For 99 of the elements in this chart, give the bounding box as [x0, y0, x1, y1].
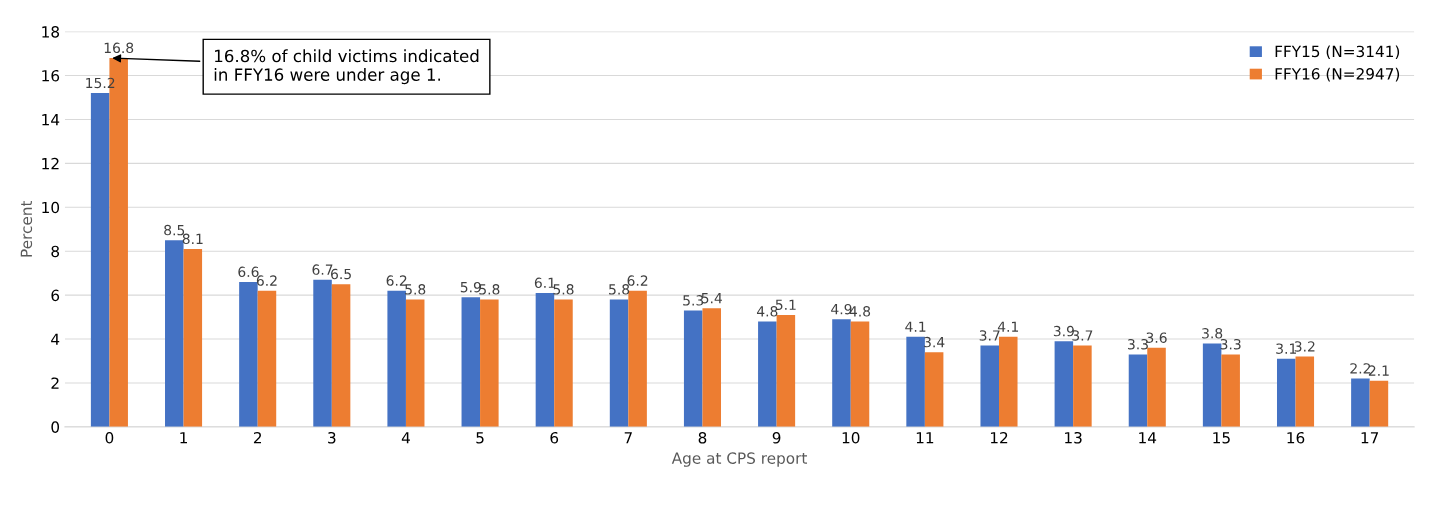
x-tick-label: 10 — [842, 432, 860, 444]
x-tick-label: 0 — [105, 432, 114, 444]
bar — [313, 279, 332, 427]
x-tick-label: 15 — [1213, 432, 1230, 444]
x-tick-label: 6 — [550, 432, 559, 444]
bar — [331, 284, 351, 427]
x-tick-label: 16 — [1287, 432, 1305, 444]
data-label: 6.2 — [386, 275, 407, 286]
data-label: 3.3 — [1128, 339, 1148, 350]
data-label: 8.5 — [164, 224, 185, 236]
x-tick-label: 2 — [253, 432, 262, 444]
data-label: 5.1 — [775, 299, 796, 310]
x-tick-label: 9 — [772, 432, 781, 444]
bar — [1202, 343, 1222, 427]
bar — [980, 345, 999, 427]
x-tick-label: 12 — [990, 432, 1008, 444]
y-tick-label: 2 — [51, 377, 59, 389]
annotation: 16.8% of child victims indicated in FFY16 were under age 1. — [214, 49, 479, 85]
legend-label: FFY16 (N=2947) — [1275, 67, 1400, 82]
data-label: 3.1 — [1276, 343, 1297, 354]
data-label: 3.9 — [1053, 325, 1074, 337]
x-axis-title: Age at CPS report — [671, 452, 808, 467]
x-tick-label: 1 — [180, 432, 187, 444]
y-tick-label: 16 — [42, 70, 60, 82]
bar — [1295, 356, 1315, 427]
y-tick-label: 8 — [51, 245, 60, 258]
data-label: 3.8 — [1202, 328, 1223, 339]
bar — [832, 319, 851, 427]
y-tick-label: 10 — [42, 201, 60, 214]
data-label: 2.1 — [1368, 365, 1389, 376]
data-label: 6.2 — [627, 275, 648, 286]
data-label: 6.5 — [331, 268, 351, 280]
y-tick-label: 18 — [42, 26, 60, 38]
data-label: 5.8 — [405, 284, 426, 295]
bar — [387, 290, 406, 427]
bar — [405, 299, 425, 427]
x-tick-label: 7 — [624, 432, 632, 444]
data-label: 5.4 — [701, 293, 722, 304]
data-label: 4.1 — [997, 321, 1019, 332]
bar — [165, 240, 184, 427]
x-tick-label: 11 — [916, 432, 934, 444]
y-tick-label: 12 — [42, 157, 59, 170]
bar — [1221, 354, 1240, 427]
bar — [90, 93, 110, 427]
x-tick-label: 4 — [401, 432, 410, 444]
bar — [554, 299, 573, 427]
bar — [758, 321, 777, 427]
bar — [924, 352, 944, 427]
y-tick-label: 14 — [42, 114, 60, 126]
bar — [461, 297, 481, 427]
y-tick-label: 6 — [51, 289, 60, 302]
bar — [1369, 380, 1389, 427]
data-label: 5.8 — [553, 284, 574, 295]
data-label: 6.7 — [312, 264, 333, 275]
bar — [776, 314, 796, 427]
data-label: 8.1 — [182, 233, 203, 245]
data-label: 16.8 — [104, 42, 134, 54]
bar — [1147, 347, 1166, 427]
data-label: 5.8 — [609, 284, 630, 295]
bar — [628, 290, 647, 427]
data-label: 2.2 — [1350, 363, 1371, 374]
data-label: 3.7 — [1072, 330, 1093, 341]
data-label: 5.3 — [683, 295, 704, 306]
data-label: 4.8 — [756, 306, 778, 317]
data-label: 3.2 — [1294, 341, 1315, 352]
bar — [850, 321, 870, 427]
x-tick-label: 14 — [1139, 432, 1157, 444]
x-tick-label: 3 — [328, 432, 336, 444]
bar — [239, 281, 258, 427]
x-tick-label: 13 — [1065, 432, 1082, 444]
data-label: 5.8 — [479, 284, 500, 295]
bar — [535, 292, 555, 427]
x-tick-label: 8 — [698, 432, 707, 444]
bar — [1073, 345, 1092, 427]
bar — [1351, 378, 1370, 427]
legend-label: FFY15 (N=3141) — [1275, 45, 1400, 59]
bar — [702, 308, 721, 427]
bar — [683, 310, 703, 427]
bar — [609, 299, 629, 427]
x-tick-label: 5 — [476, 432, 484, 444]
data-label: 3.3 — [1220, 339, 1241, 350]
bar — [999, 336, 1018, 427]
y-axis-title: Percent — [20, 200, 33, 257]
data-label: 3.6 — [1146, 332, 1167, 343]
y-tick-label: 4 — [51, 333, 60, 345]
bar — [1277, 358, 1296, 427]
data-label: 3.7 — [979, 330, 1000, 341]
bar — [257, 290, 277, 427]
bar — [1128, 354, 1148, 427]
data-label: 6.6 — [238, 266, 259, 278]
data-label: 6.2 — [256, 275, 277, 286]
bar — [906, 336, 925, 427]
data-label: 6.1 — [534, 277, 555, 289]
y-tick-label: 0 — [51, 421, 60, 433]
data-label: 4.1 — [905, 321, 926, 332]
bar — [1054, 341, 1074, 427]
bar — [183, 249, 203, 427]
x-tick-label: 17 — [1361, 432, 1379, 444]
bar — [480, 299, 499, 427]
